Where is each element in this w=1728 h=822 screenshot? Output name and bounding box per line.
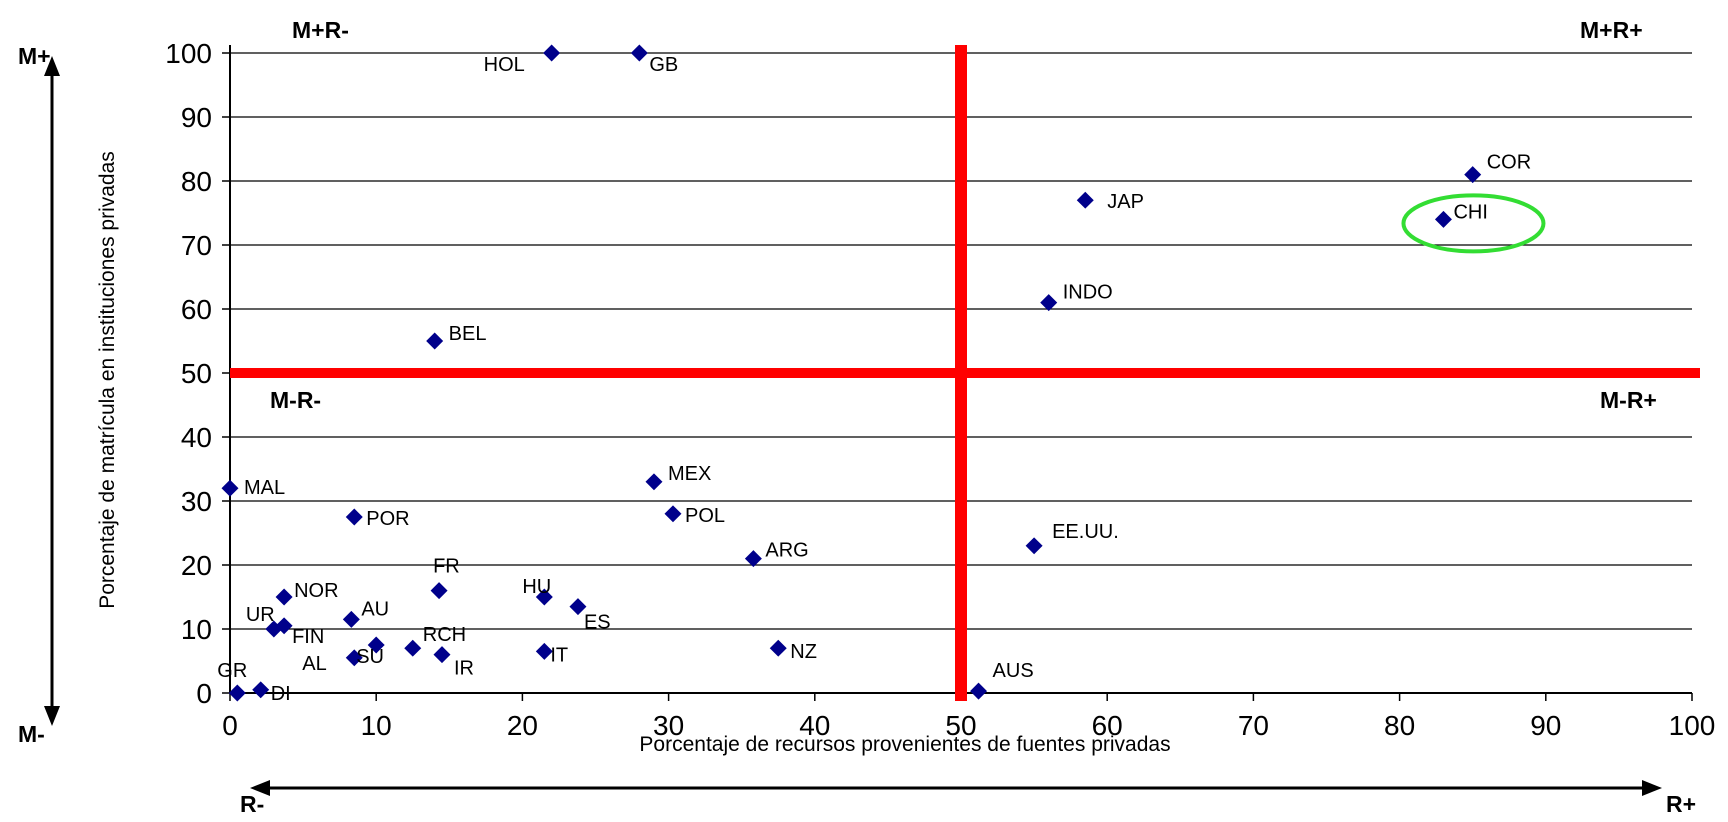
- point-label: AU: [361, 598, 389, 620]
- y-arrow-top-label: M+: [18, 43, 51, 69]
- y-tick-label: 10: [181, 614, 212, 645]
- data-point: [543, 44, 561, 62]
- data-point: [1025, 537, 1043, 555]
- x-axis-title: Porcentaje de recursos provenientes de f…: [639, 733, 1170, 756]
- data-point: [252, 681, 270, 699]
- point-label: POL: [685, 505, 725, 527]
- quadrant-label-mid-right: M-R+: [1600, 387, 1657, 413]
- data-point: [367, 636, 385, 654]
- point-label: IR: [454, 658, 474, 680]
- point-label: NOR: [294, 580, 338, 602]
- point-label: HOL: [484, 54, 525, 76]
- point-label: FIN: [292, 626, 324, 648]
- data-point: [342, 610, 360, 628]
- y-tick-labels: 0 10 20 30 40 50 60 70 80 90 100: [165, 38, 212, 709]
- y-tick-label: 100: [165, 38, 212, 69]
- data-point: [744, 550, 762, 568]
- point-label: HU: [522, 576, 551, 598]
- data-point: [433, 646, 451, 664]
- y-tick-label: 20: [181, 550, 212, 581]
- data-point: [630, 44, 648, 62]
- point-labels: HOL GB COR JAP CHI INDO BEL MEX MAL POL POR EE.UU. A…: [217, 54, 1531, 705]
- data-point: [345, 508, 363, 526]
- data-point: [1076, 191, 1094, 209]
- data-point: [535, 588, 553, 606]
- data-point: [769, 639, 787, 657]
- data-point: [345, 649, 363, 667]
- point-label: ARG: [765, 540, 808, 562]
- x-tick-label: 70: [1238, 710, 1269, 741]
- quadrant-label-top-left: M+R-: [292, 17, 349, 43]
- point-label: IT: [550, 644, 568, 666]
- x-tick-label: 100: [1669, 710, 1716, 741]
- x-tick-labels: 0 10 20 30 40 50 60 70 80 90 100: [222, 710, 1715, 741]
- x-tick-label: 20: [507, 710, 538, 741]
- highlight-ellipse: [1401, 193, 1546, 254]
- y-tick-label: 80: [181, 166, 212, 197]
- y-tick-label: 50: [181, 358, 212, 389]
- x-tick-label: 0: [222, 710, 238, 741]
- point-label: RCH: [423, 624, 466, 646]
- data-point: [970, 682, 988, 700]
- point-label: FR: [433, 556, 460, 578]
- point-label: CHI: [1453, 201, 1487, 223]
- point-label: INDO: [1063, 282, 1113, 304]
- data-point: [275, 588, 293, 606]
- point-label: EE.UU.: [1052, 521, 1119, 543]
- x-arrow-left-label: R-: [240, 791, 264, 817]
- y-tick-label: 90: [181, 102, 212, 133]
- data-point: [426, 332, 444, 350]
- x-tick-label: 10: [361, 710, 392, 741]
- y-tick-label: 60: [181, 294, 212, 325]
- point-label: AUS: [993, 660, 1034, 682]
- point-label: MAL: [244, 477, 285, 499]
- point-label: SU: [356, 646, 384, 668]
- x-tick-label: 50: [945, 710, 976, 741]
- x-arrow-right-label: R+: [1666, 791, 1696, 817]
- point-label: UR: [246, 604, 275, 626]
- point-label: COR: [1487, 152, 1531, 174]
- data-point: [404, 639, 422, 657]
- point-label: JAP: [1107, 191, 1144, 213]
- point-label: ES: [584, 612, 611, 634]
- data-point: [535, 642, 553, 660]
- y-tick-label: 40: [181, 422, 212, 453]
- point-label: GB: [649, 54, 678, 76]
- data-point: [275, 617, 293, 635]
- point-label: POR: [366, 508, 409, 530]
- point-label: NZ: [790, 641, 817, 663]
- point-label: GR: [217, 660, 247, 682]
- x-tick-label: 40: [799, 710, 830, 741]
- data-point: [569, 598, 587, 616]
- point-label: AL: [302, 653, 326, 675]
- point-label: DI: [271, 683, 291, 705]
- quadrant-label-top-right: M+R+: [1580, 17, 1643, 43]
- data-point: [645, 473, 663, 491]
- y-tick-label: 30: [181, 486, 212, 517]
- x-tick-label: 80: [1384, 710, 1415, 741]
- point-label: MEX: [668, 463, 711, 485]
- y-axis-title: Porcentaje de matrícula en instituciones…: [96, 151, 119, 609]
- y-tick-label: 70: [181, 230, 212, 261]
- y-double-arrow: [44, 56, 60, 726]
- data-point: [1434, 210, 1452, 228]
- quadrant-label-mid-left: M-R-: [270, 387, 321, 413]
- data-point: [430, 582, 448, 600]
- data-point: [221, 479, 239, 497]
- y-arrow-bottom-label: M-: [18, 721, 45, 747]
- data-point: [228, 684, 246, 702]
- x-tick-label: 90: [1530, 710, 1561, 741]
- quadrant-dividers: [230, 45, 1700, 701]
- x-tick-label: 60: [1092, 710, 1123, 741]
- data-point: [664, 505, 682, 523]
- x-double-arrow: [250, 780, 1662, 796]
- point-label: BEL: [449, 323, 487, 345]
- x-tick-label: 30: [653, 710, 684, 741]
- y-tick-label: 0: [196, 678, 212, 709]
